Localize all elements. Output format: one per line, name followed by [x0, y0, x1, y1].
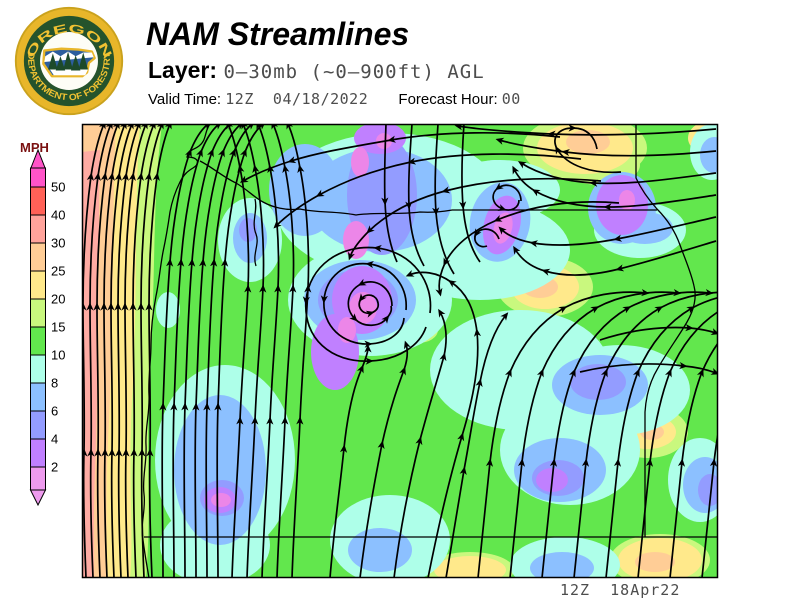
legend-cell	[30, 214, 46, 244]
legend-tick-label: 2	[51, 460, 58, 475]
legend-cell	[30, 438, 46, 468]
legend-tick-label: 10	[51, 348, 65, 363]
legend-tick-label: 20	[51, 292, 65, 307]
legend-tick-label: 15	[51, 320, 65, 335]
legend-cell	[30, 382, 46, 412]
legend-tick-label: 50	[51, 180, 65, 195]
legend-tick-label: 30	[51, 236, 65, 251]
valid-time-line: Valid Time: 12Z 04/18/2022 Forecast Hour…	[148, 90, 521, 108]
legend-tick-label: 8	[51, 376, 58, 391]
legend-cell	[30, 410, 46, 440]
layer-value: 0–30mb (~0–900ft) AGL	[223, 61, 485, 83]
legend-color-cells: 50 40 30 25 20 15 10 8 6 4 2	[30, 167, 65, 491]
streamlines	[82, 124, 718, 578]
valid-time-value: 12Z 04/18/2022	[225, 90, 369, 108]
page-title: NAM Streamlines	[146, 16, 410, 52]
forecast-hour-label: Forecast Hour:	[398, 91, 498, 108]
legend-cell	[30, 326, 46, 356]
legend-cell	[30, 242, 46, 272]
layer-line: Layer: 0–30mb (~0–900ft) AGL	[148, 57, 485, 84]
wind-speed-legend: MPH 50 40 30 25 20 15 10 8 6 4 2	[20, 140, 65, 507]
map-area	[82, 124, 718, 578]
oregon-state-emblem	[42, 47, 96, 78]
map-timestamp: 12Z 18Apr22	[560, 581, 681, 599]
valid-time-label: Valid Time:	[148, 91, 222, 108]
tree-icons	[48, 51, 88, 71]
legend-tick-label: 6	[51, 404, 58, 419]
legend-cell	[30, 298, 46, 328]
map-frame	[81, 123, 719, 579]
legend-cell	[30, 167, 46, 188]
legend-bottom-arrow	[29, 489, 47, 507]
legend-cell	[30, 186, 46, 216]
odf-logo: OREGON DEPARTMENT OF FORESTRY	[14, 6, 124, 116]
forecast-hour-value: 00	[501, 90, 521, 108]
legend-cell	[30, 354, 46, 384]
legend-cell	[30, 270, 46, 300]
legend-tick-label: 4	[51, 432, 58, 447]
legend-units: MPH	[20, 140, 49, 155]
legend-cell	[30, 466, 46, 491]
legend-tick-label: 40	[51, 208, 65, 223]
layer-label: Layer:	[148, 57, 218, 83]
legend-tick-label: 25	[51, 264, 65, 279]
